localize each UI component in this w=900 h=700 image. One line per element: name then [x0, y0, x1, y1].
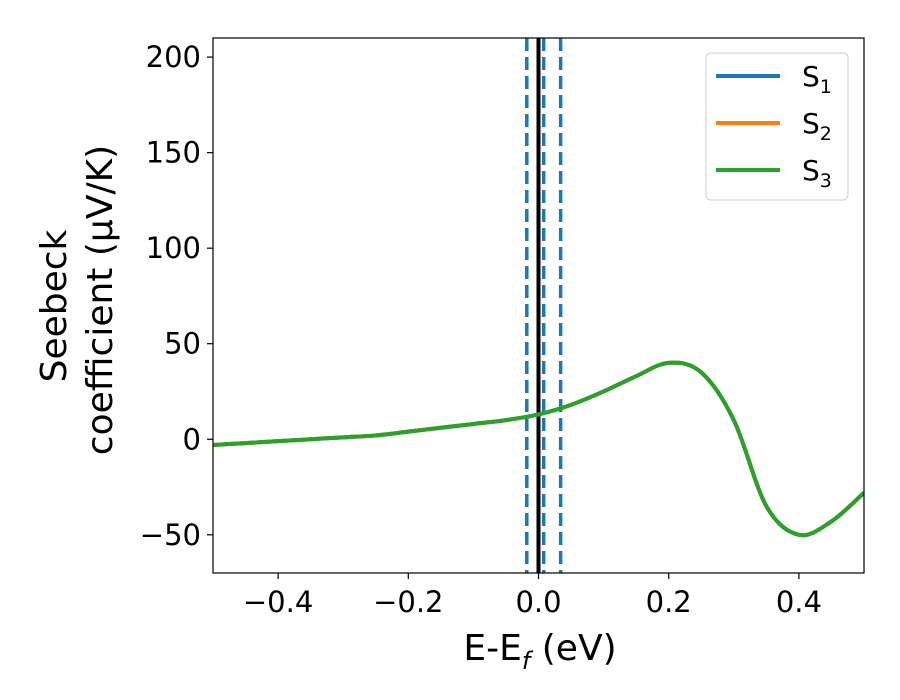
legend-label-sub: 3 [820, 170, 832, 192]
y-tick-label: −50 [140, 518, 201, 552]
legend-label-sub: 2 [820, 123, 832, 145]
y-tick-label: 150 [146, 136, 201, 170]
x-axis-label-tail: (eV) [530, 628, 616, 669]
y-tick-label: 50 [164, 327, 201, 361]
series-layer [213, 360, 864, 538]
x-tick-label: 0.4 [776, 585, 822, 619]
legend-label: S1 [802, 60, 832, 98]
x-tick-label: 0.2 [646, 585, 692, 619]
y-tick-label: 0 [183, 422, 201, 456]
y-axis-label-line2: coefficient (μV/K) [80, 145, 121, 455]
x-tick-label: −0.2 [373, 585, 443, 619]
x-tick-label: −0.4 [243, 585, 313, 619]
legend-label: S3 [802, 154, 832, 192]
vertical-reference-lines [525, 38, 563, 573]
legend-label-sub: 1 [820, 76, 832, 98]
legend-label-main: S [802, 154, 820, 187]
y-tick-label: 100 [146, 231, 201, 265]
x-tick-label: 0.0 [515, 585, 561, 619]
x-axis-label-main: E-E [463, 628, 521, 669]
y-tick-label: 200 [146, 40, 201, 74]
legend-label-main: S [802, 107, 820, 140]
y-axis-ticks: −50 0 50 100 150 200 [140, 40, 213, 552]
x-axis-ticks: −0.4 −0.2 0.0 0.2 0.4 [243, 573, 822, 619]
y-axis-label-line1: Seebeck [34, 229, 75, 382]
legend-label-main: S [802, 60, 820, 93]
legend-label: S2 [802, 107, 832, 145]
x-axis-label: E-Ef (eV) [463, 628, 616, 675]
series-line-s3 [213, 360, 864, 538]
legend-box [705, 52, 849, 201]
